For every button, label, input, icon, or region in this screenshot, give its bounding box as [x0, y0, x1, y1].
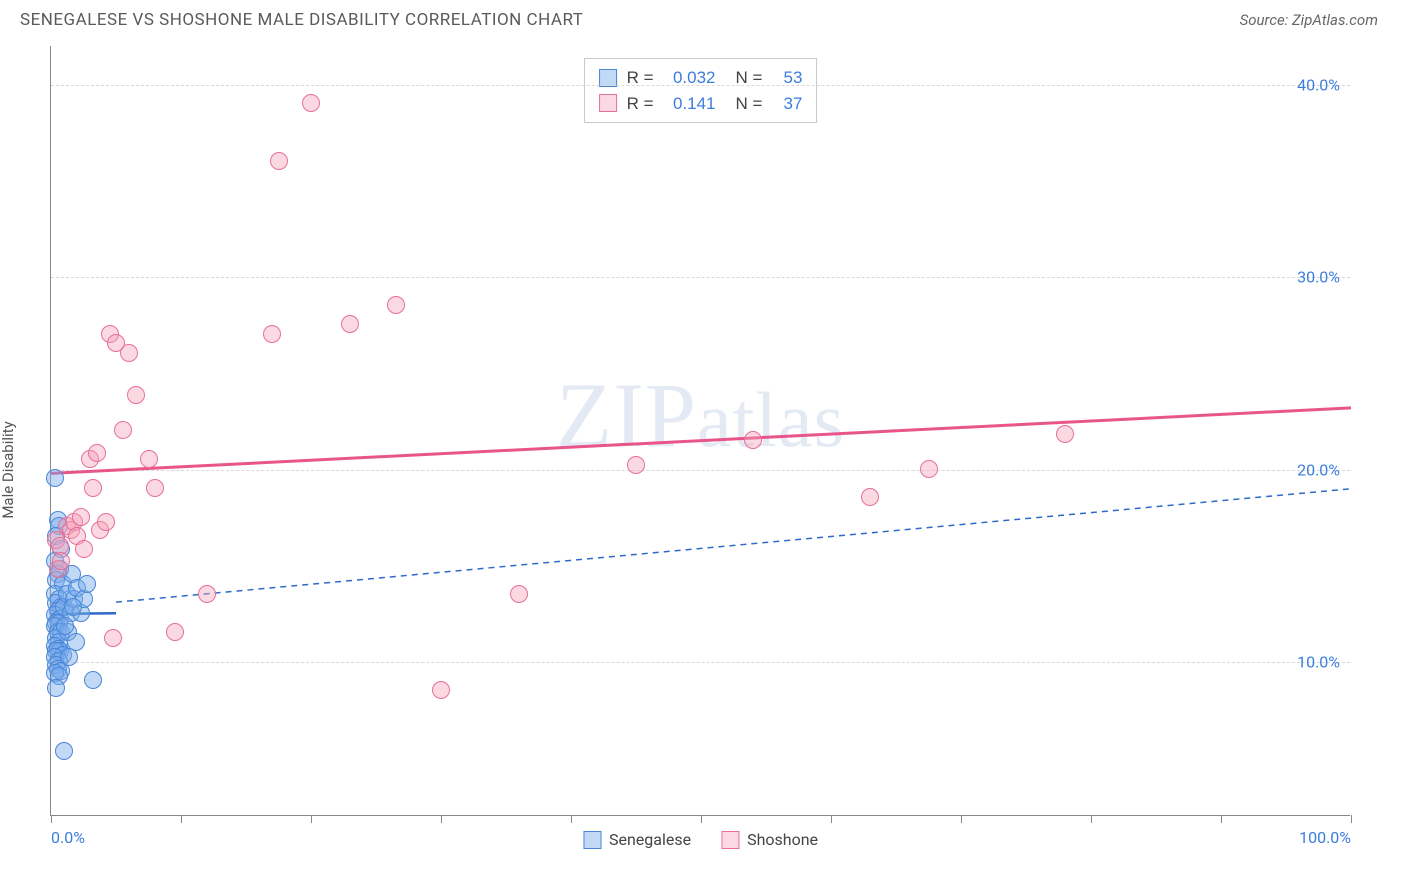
x-tick: [181, 815, 182, 823]
watermark: ZIPatlas: [556, 362, 845, 468]
y-tick-label: 20.0%: [1297, 460, 1340, 479]
n-label: N =: [736, 91, 763, 117]
r-value: 0.032: [664, 65, 716, 91]
data-point: [341, 315, 359, 333]
x-tick-label: 0.0%: [51, 828, 85, 847]
data-point: [744, 431, 762, 449]
x-tick: [571, 815, 572, 823]
data-point: [104, 629, 122, 647]
x-tick: [1091, 815, 1092, 823]
data-point: [97, 513, 115, 531]
data-point: [166, 623, 184, 641]
r-label: R =: [627, 91, 654, 117]
n-value: 53: [772, 65, 802, 91]
gridline-h: [51, 85, 1350, 86]
data-point: [627, 456, 645, 474]
y-tick-label: 10.0%: [1297, 653, 1340, 672]
n-value: 37: [772, 91, 802, 117]
data-point: [47, 679, 65, 697]
legend-item: Shoshone: [721, 830, 818, 849]
legend-swatch: [721, 831, 739, 849]
data-point: [55, 742, 73, 760]
stats-box: R = 0.032 N = 53 R = 0.141 N = 37: [584, 58, 818, 123]
legend-label: Senegalese: [609, 830, 691, 849]
n-label: N =: [736, 65, 763, 91]
legend-item: Senegalese: [583, 830, 691, 849]
data-point: [302, 94, 320, 112]
r-value: 0.141: [664, 91, 716, 117]
data-point: [72, 508, 90, 526]
x-tick: [1351, 815, 1352, 823]
legend-swatch: [583, 831, 601, 849]
legend-label: Shoshone: [747, 830, 818, 849]
data-point: [60, 648, 78, 666]
data-point: [198, 585, 216, 603]
chart-header: SENEGALESE VS SHOSHONE MALE DISABILITY C…: [0, 0, 1406, 36]
gridline-h: [51, 277, 1350, 278]
data-point: [84, 479, 102, 497]
data-point: [861, 488, 879, 506]
data-point: [88, 444, 106, 462]
data-point: [432, 681, 450, 699]
data-point: [46, 469, 64, 487]
plot-area: ZIPatlas R =0.032N =53R =0.141N =37 Sene…: [50, 46, 1350, 816]
x-tick: [831, 815, 832, 823]
gridline-h: [51, 470, 1350, 471]
stats-row: R = 0.141 N = 37: [599, 91, 803, 117]
data-point: [84, 671, 102, 689]
r-label: R =: [627, 65, 654, 91]
x-tick: [1221, 815, 1222, 823]
x-tick: [51, 815, 52, 823]
legend-swatch: [599, 94, 617, 112]
y-axis-label: Male Disability: [0, 421, 17, 518]
data-point: [263, 325, 281, 343]
x-tick: [961, 815, 962, 823]
data-point: [1056, 425, 1074, 443]
data-point: [52, 552, 70, 570]
data-point: [146, 479, 164, 497]
data-point: [127, 386, 145, 404]
regression-overlay: [51, 46, 1351, 816]
data-point: [920, 460, 938, 478]
y-tick-label: 30.0%: [1297, 268, 1340, 287]
x-tick: [311, 815, 312, 823]
source-label: Source: ZipAtlas.com: [1240, 11, 1378, 29]
data-point: [120, 344, 138, 362]
data-point: [270, 152, 288, 170]
x-tick-label: 100.0%: [1299, 828, 1351, 847]
y-tick-label: 40.0%: [1297, 75, 1340, 94]
x-tick: [441, 815, 442, 823]
data-point: [140, 450, 158, 468]
data-point: [64, 598, 82, 616]
chart-container: Male Disability ZIPatlas R =0.032N =53R …: [0, 36, 1406, 886]
data-point: [114, 421, 132, 439]
gridline-h: [51, 662, 1350, 663]
data-point: [78, 575, 96, 593]
data-point: [387, 296, 405, 314]
data-point: [75, 540, 93, 558]
bottom-legend: Senegalese Shoshone: [583, 830, 818, 849]
stats-row: R = 0.032 N = 53: [599, 65, 803, 91]
x-tick: [701, 815, 702, 823]
data-point: [67, 633, 85, 651]
chart-title: SENEGALESE VS SHOSHONE MALE DISABILITY C…: [20, 10, 583, 30]
data-point: [510, 585, 528, 603]
